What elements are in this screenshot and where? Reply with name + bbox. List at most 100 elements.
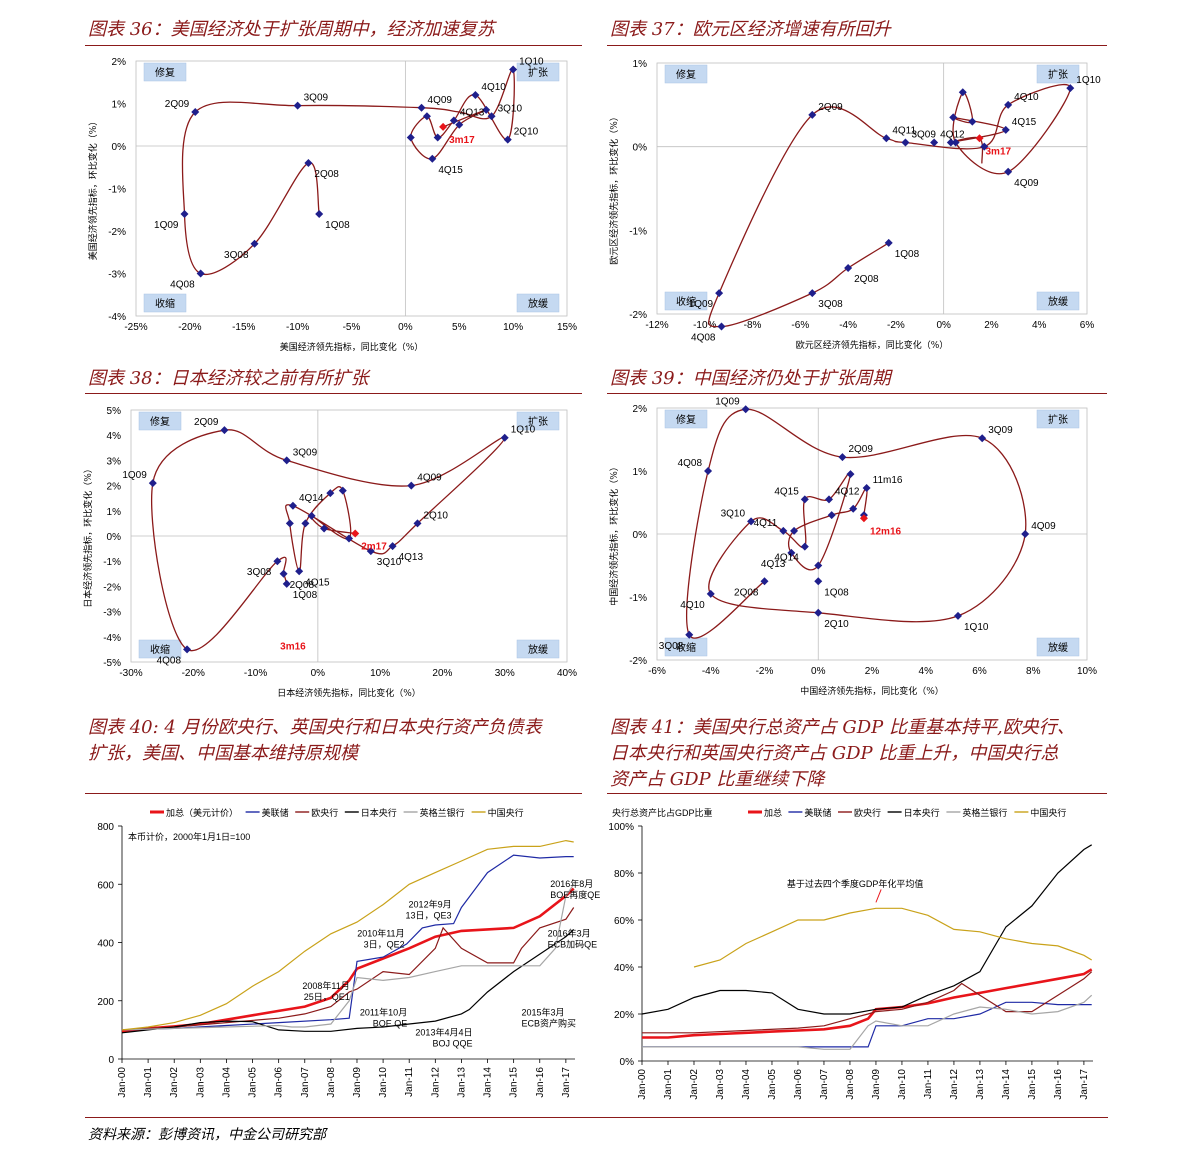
c36-scatter-chart: -25% -20% -15% -10% -5% 0% 5% 10% 15% -4% -3% -2% -1… [87, 57, 577, 354]
c38-data-point [285, 519, 294, 528]
c37-point-label: 2Q08 [854, 274, 879, 285]
c39-data-point [1021, 530, 1030, 538]
c40-event-annotation: BOJ QQE [432, 1039, 472, 1049]
c38-x-tick-label: 30% [495, 668, 515, 679]
c38-data-point [326, 489, 335, 498]
chart-41-title-line2: 日本央行和英国央行资产占 GDP 比重上升，中国央行总 [610, 743, 1059, 764]
c38-quadrant-label-expansion-box [516, 411, 560, 431]
c41-note-arrow [875, 889, 882, 903]
c36-point-label: 4Q09 [428, 95, 453, 106]
c40-event-annotation: ECB加码QE [548, 940, 598, 950]
c40-x-tick-label: Jan-03 [195, 1067, 206, 1098]
c41-legend-entry: 美联储 [804, 807, 831, 818]
c39-x-tick-label: 10% [1077, 666, 1097, 677]
c39-data-point [849, 504, 858, 513]
c37-y-tick-label: -2% [629, 310, 647, 321]
c40-y-tick-label: 600 [97, 880, 114, 891]
c40-event-annotation: ECB资产购买 [521, 1017, 576, 1028]
c39-point-label: 2Q08 [734, 587, 759, 598]
c36-data-point [428, 154, 437, 163]
c37-x-tick-label: -8% [744, 320, 762, 331]
c39-data-point [685, 630, 694, 639]
c39-y-tick-label: 1% [633, 467, 648, 478]
c37-point-label: 4Q11 [892, 125, 916, 136]
c40-x-tick-label: Jan-17 [561, 1067, 572, 1098]
c37-data-point [1004, 100, 1013, 109]
c39-quadrant-label-slowdown-box [1036, 637, 1080, 657]
chart-41-title-line3: 资产占 GDP 比重继续下降 [610, 769, 825, 790]
c38-point-label: 1Q09 [122, 470, 147, 481]
c37-scatter-chart: -12% -10% -8% -6% -4% -2% 0% 2% 4% 6% -2% -1% 0% 1% 欧元… [608, 59, 1101, 351]
c40-event-annotation: 2016年8月 [550, 878, 593, 889]
c38-data-point [288, 501, 297, 510]
c39-data-point [787, 548, 796, 557]
c41-x-tick-label: Jan-16 [1053, 1069, 1064, 1100]
c40-x-tick-label: Jan-12 [430, 1067, 441, 1098]
c36-latest-point [439, 122, 448, 131]
c40-series-line [121, 907, 575, 1031]
c38-x-tick-label: 40% [557, 668, 577, 679]
c36-data-point [471, 91, 480, 99]
c36-y-tick-label: -3% [108, 270, 126, 281]
c37-point-label: 3Q08 [818, 299, 843, 310]
c39-point-label: 4Q12 [835, 486, 860, 497]
c37-data-point [951, 138, 960, 147]
c39-data-point [814, 561, 823, 570]
c41-x-tick-label: Jan-10 [897, 1069, 908, 1100]
c37-plot-frame [656, 62, 1088, 315]
c38-data-point [338, 486, 347, 495]
c38-point-label: 4Q15 [305, 577, 330, 588]
c40-event-annotation: 13日，QE3 [406, 911, 452, 921]
c41-x-tick-label: Jan-13 [975, 1069, 986, 1100]
c37-point-label: 1Q08 [895, 249, 920, 260]
c37-point-label: 1Q10 [1076, 75, 1101, 86]
c39-x-axis-label: 中国经济领先指标，同比变化（%） [800, 685, 944, 697]
c36-data-point [449, 116, 458, 125]
c37-point-label: 2Q09 [818, 102, 843, 113]
c38-data-point [413, 519, 422, 528]
c39-quadrant-label-repair: 修复 [676, 413, 696, 426]
c37-x-tick-label: 4% [1032, 320, 1047, 331]
c37-quadrant-label-expansion: 扩张 [1048, 68, 1068, 81]
chart-39-title-rule [607, 393, 1107, 394]
c36-data-point [509, 65, 518, 74]
c37-point-label: 4Q08 [691, 333, 716, 344]
c36-y-tick-label: -1% [108, 185, 126, 196]
c37-point-label: 4Q09 [1014, 178, 1039, 189]
c40-x-tick-label: Jan-14 [483, 1067, 494, 1098]
c37-data-point [808, 289, 817, 298]
c37-x-axis-label: 欧元区经济领先指标，同比变化（%） [796, 339, 949, 351]
c39-data-point [779, 526, 788, 535]
c36-quadrant-label-expansion-box [516, 62, 560, 82]
c38-x-tick-label: 20% [432, 668, 452, 679]
c40-event-annotation: 3日，QE2 [364, 940, 405, 950]
c37-latest-point-label: 3m17 [986, 146, 1012, 157]
c40-series-line [121, 928, 575, 1034]
c39-quadrant-label-repair-box [664, 409, 708, 429]
c41-x-tick-label: Jan-05 [767, 1069, 778, 1100]
c36-data-point [422, 112, 431, 121]
c37-x-tick-label: -2% [887, 320, 905, 331]
c36-point-label: 4Q08 [170, 280, 195, 291]
c39-point-label: 3Q10 [721, 508, 746, 519]
c41-y-tick-label: 0% [620, 1057, 635, 1068]
c37-x-tick-label: 2% [984, 320, 999, 331]
c38-data-point [320, 524, 329, 533]
c38-y-tick-label: -3% [103, 608, 121, 619]
chart-40-title-rule [85, 793, 582, 794]
c40-x-tick-label: Jan-11 [404, 1067, 415, 1097]
c40-line-chart: 0 200 400 600 800 Jan-00 Jan-01 Jan-02 Jan-03 Jan… [97, 807, 600, 1098]
c39-point-label: 4Q11 [754, 518, 778, 529]
c39-x-tick-label: -4% [702, 666, 720, 677]
c38-point-label: 2Q10 [424, 510, 449, 521]
c36-point-label: 3Q09 [304, 93, 329, 104]
c39-point-label: 3Q09 [988, 425, 1013, 436]
c38-latest-point [351, 529, 360, 538]
c36-quadrant-label-contraction-box [143, 293, 187, 313]
c38-data-point [345, 534, 353, 543]
c36-x-axis-label: 美国经济领先指标，同比变化（%） [280, 341, 424, 353]
c39-y-tick-label: -1% [629, 593, 647, 604]
chart-37-title-rule [607, 45, 1107, 46]
c41-x-tick-label: Jan-00 [637, 1069, 648, 1100]
